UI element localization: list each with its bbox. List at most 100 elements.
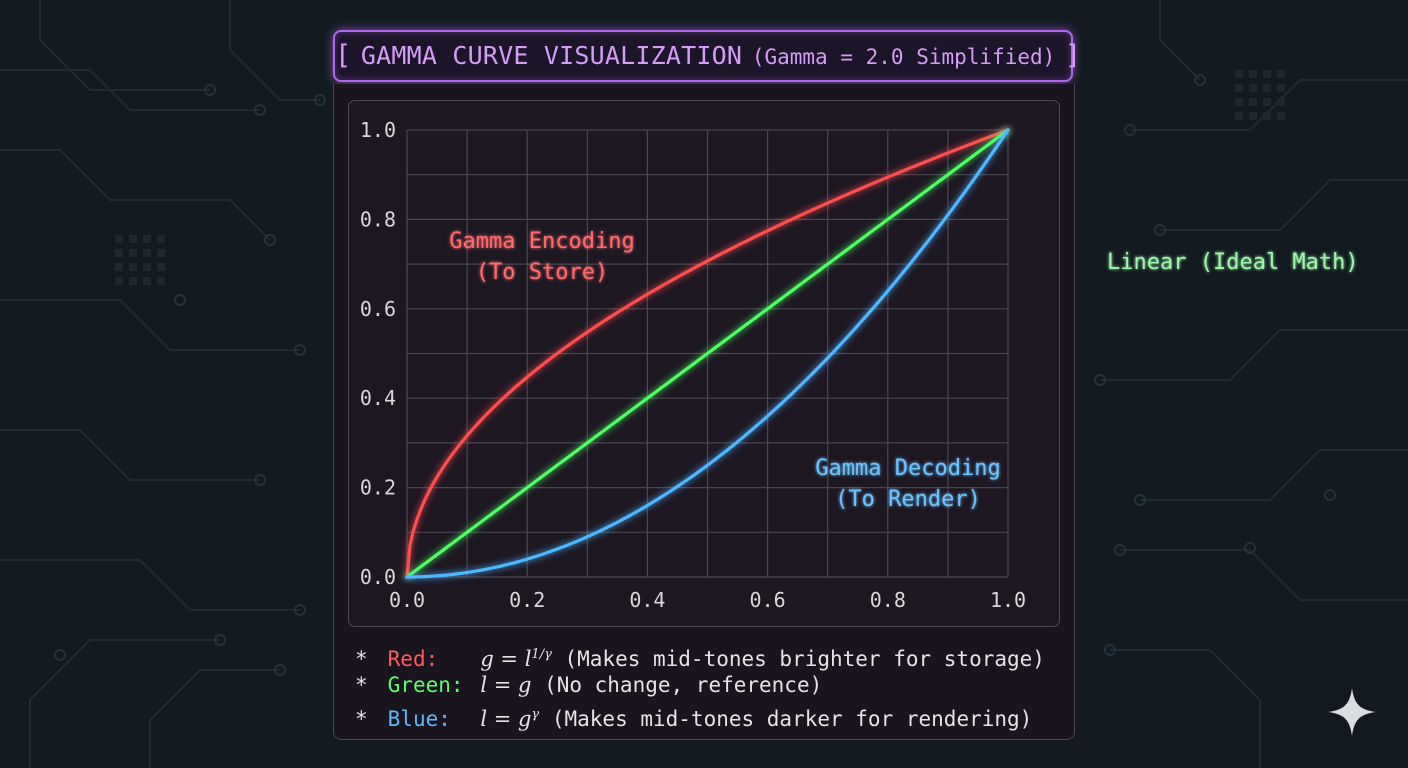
circuit-pad <box>1094 374 1106 386</box>
circuit-trace <box>1130 79 1408 131</box>
circuit-trace <box>29 639 220 768</box>
circuit-chip-dot <box>129 263 137 271</box>
bullet-star: * <box>355 647 368 671</box>
circuit-chip-dot <box>1235 98 1243 106</box>
chart-title-box: [ GAMMA CURVE VISUALIZATION (Gamma = 2.0… <box>333 30 1081 82</box>
circuit-pad <box>294 604 306 616</box>
circuit-pad <box>1124 124 1136 136</box>
circuit-chip-dot <box>1249 98 1257 106</box>
y-tick-label: 0.8 <box>360 207 396 231</box>
circuit-trace <box>149 669 280 768</box>
x-tick-label: 0.6 <box>750 588 786 612</box>
x-tick-label: 0.0 <box>389 588 425 612</box>
circuit-chip-dot <box>129 235 137 243</box>
circuit-chip-dot <box>129 249 137 257</box>
circuit-chip-dot <box>1277 70 1285 78</box>
formula-red: g = l1/γ <box>480 640 552 674</box>
circuit-chip-dot <box>1249 70 1257 78</box>
circuit-chip-dot <box>1277 98 1285 106</box>
circuit-chip-dot <box>115 277 123 285</box>
x-tick-label: 1.0 <box>990 588 1026 612</box>
circuit-pad <box>1114 544 1126 556</box>
formula-blue: l = gγ <box>480 700 539 734</box>
circuit-pad <box>54 649 66 661</box>
circuit-trace <box>1110 649 1261 768</box>
circuit-chip-dot <box>157 277 165 285</box>
annotation-red-label: Gamma Encoding <box>449 229 634 254</box>
annotation-blue-label: (To Render) <box>835 487 981 512</box>
circuit-chip-dot <box>1277 84 1285 92</box>
y-tick-label: 0.4 <box>360 386 396 410</box>
title-close-bracket: ] <box>1064 40 1082 71</box>
annotation-red-label: (To Store) <box>476 260 608 285</box>
circuit-pad <box>174 294 186 306</box>
bullet-star: * <box>355 673 368 697</box>
circuit-trace <box>1140 449 1408 501</box>
y-tick-label: 0.0 <box>360 565 396 589</box>
circuit-chip-dot <box>143 249 151 257</box>
chart-subtitle: (Gamma = 2.0 Simplified) <box>751 45 1056 69</box>
circuit-chip-dot <box>1263 98 1271 106</box>
circuit-chip-dot <box>157 249 165 257</box>
legend-desc-blue: (Makes mid-tones darker for rendering) <box>551 707 1033 731</box>
circuit-trace <box>1159 0 1201 81</box>
title-open-bracket: [ <box>335 40 352 71</box>
circuit-chip-dot <box>143 263 151 271</box>
legend-label-green: Green: <box>387 673 464 697</box>
circuit-trace <box>39 0 210 91</box>
formula-blue-base: l = g <box>480 707 532 731</box>
legend-row-green: * Green: l = g (No change, reference) <box>355 670 1045 700</box>
circuit-pad <box>204 84 216 96</box>
circuit-trace <box>0 559 300 611</box>
circuit-chip-dot <box>1263 84 1271 92</box>
circuit-trace <box>1120 549 1408 601</box>
circuit-chip-dot <box>1263 70 1271 78</box>
circuit-chip-dot <box>1249 112 1257 120</box>
circuit-pad <box>1324 489 1336 501</box>
series-line-red <box>405 128 1010 579</box>
circuit-chip-dot <box>143 235 151 243</box>
circuit-chip-dot <box>115 249 123 257</box>
formula-green-base: l = g <box>480 673 532 697</box>
circuit-trace <box>0 429 260 481</box>
circuit-pad <box>1154 224 1166 236</box>
legend-label-blue: Blue: <box>387 707 451 731</box>
circuit-pad <box>1104 644 1116 656</box>
legend-desc-red: (Makes mid-tones brighter for storage) <box>564 647 1045 671</box>
annotation-blue-label: Gamma Decoding <box>815 456 1000 481</box>
circuit-chip-dot <box>115 263 123 271</box>
chart-title: GAMMA CURVE VISUALIZATION <box>360 41 743 70</box>
y-tick-label: 0.6 <box>360 297 396 321</box>
legend-desc-green: (No change, reference) <box>544 673 823 697</box>
legend-label-red: Red: <box>387 647 439 671</box>
bullet-star: * <box>355 707 368 731</box>
circuit-chip-dot <box>1235 70 1243 78</box>
circuit-pad <box>214 634 226 646</box>
formula-red-exponent: 1/γ <box>531 647 552 662</box>
circuit-trace <box>1100 329 1408 381</box>
y-tick-label: 0.2 <box>360 476 396 500</box>
legend-row-red: * Red: g = l1/γ (Makes mid-tones brighte… <box>355 640 1045 671</box>
circuit-pad <box>274 664 286 676</box>
y-tick-label: 1.0 <box>360 118 396 142</box>
circuit-chip-dot <box>143 277 151 285</box>
circuit-chip-dot <box>129 277 137 285</box>
circuit-chip-dot <box>1235 112 1243 120</box>
formula-blue-exponent: γ <box>531 707 540 722</box>
annotation-green-label: Linear (Ideal Math) <box>1107 250 1359 275</box>
formula-green: l = g <box>480 670 531 700</box>
x-tick-label: 0.8 <box>870 588 906 612</box>
circuit-pad <box>314 94 326 106</box>
circuit-pad <box>264 234 276 246</box>
circuit-chip-dot <box>1249 84 1257 92</box>
circuit-trace <box>1160 179 1408 231</box>
circuit-chip-dot <box>1235 84 1243 92</box>
series-line-green <box>405 128 1010 579</box>
circuit-trace <box>0 149 271 241</box>
circuit-pad <box>254 104 266 116</box>
circuit-chip-dot <box>157 263 165 271</box>
legend-row-blue: * Blue: l = gγ (Makes mid-tones darker f… <box>355 700 1045 731</box>
circuit-pad <box>1244 542 1256 554</box>
